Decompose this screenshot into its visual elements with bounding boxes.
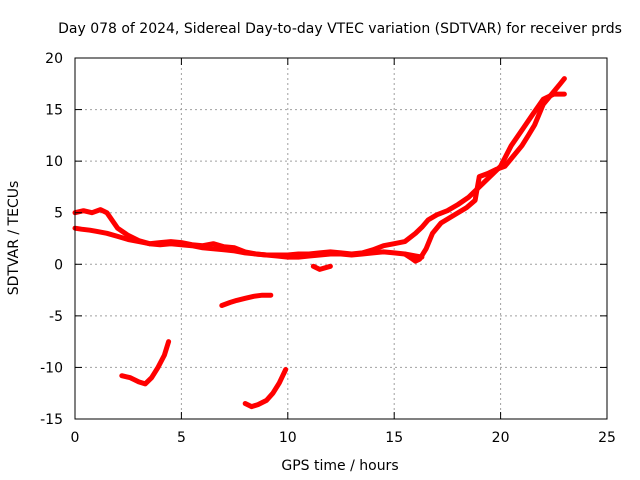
y-tick-label: -5 bbox=[49, 309, 63, 325]
ticks bbox=[74, 57, 608, 420]
x-tick-label: 20 bbox=[492, 430, 510, 446]
x-tick-label: 25 bbox=[598, 430, 616, 446]
x-tick-label: 5 bbox=[177, 430, 186, 446]
series-track-f bbox=[119, 339, 172, 387]
series-track-d bbox=[310, 263, 333, 272]
y-tick-label: 5 bbox=[54, 206, 63, 222]
series-track-c bbox=[402, 76, 567, 264]
y-tick-label: 20 bbox=[45, 51, 63, 67]
y-tick-label: -10 bbox=[40, 360, 63, 376]
y-tick-labels: -15 -10 -5 0 5 10 15 20 bbox=[40, 51, 63, 428]
x-axis-label: GPS time / hours bbox=[281, 458, 398, 474]
y-tick-label: -15 bbox=[40, 412, 63, 428]
y-tick-label: 10 bbox=[45, 154, 63, 170]
x-tick-label: 15 bbox=[385, 430, 403, 446]
series-track-e bbox=[219, 292, 274, 308]
y-tick-label: 0 bbox=[54, 257, 63, 273]
x-tick-labels: 0 5 10 15 20 25 bbox=[71, 430, 616, 446]
series-layer bbox=[72, 76, 567, 410]
chart-title: Day 078 of 2024, Sidereal Day-to-day VTE… bbox=[58, 21, 622, 37]
y-axis-label: SDTVAR / TECUs bbox=[6, 181, 22, 296]
plot-frame bbox=[74, 57, 608, 420]
x-tick-label: 10 bbox=[279, 430, 297, 446]
x-tick-label: 0 bbox=[71, 430, 80, 446]
y-tick-label: 15 bbox=[45, 103, 63, 119]
series-track-g bbox=[242, 367, 289, 410]
grid bbox=[75, 58, 607, 419]
